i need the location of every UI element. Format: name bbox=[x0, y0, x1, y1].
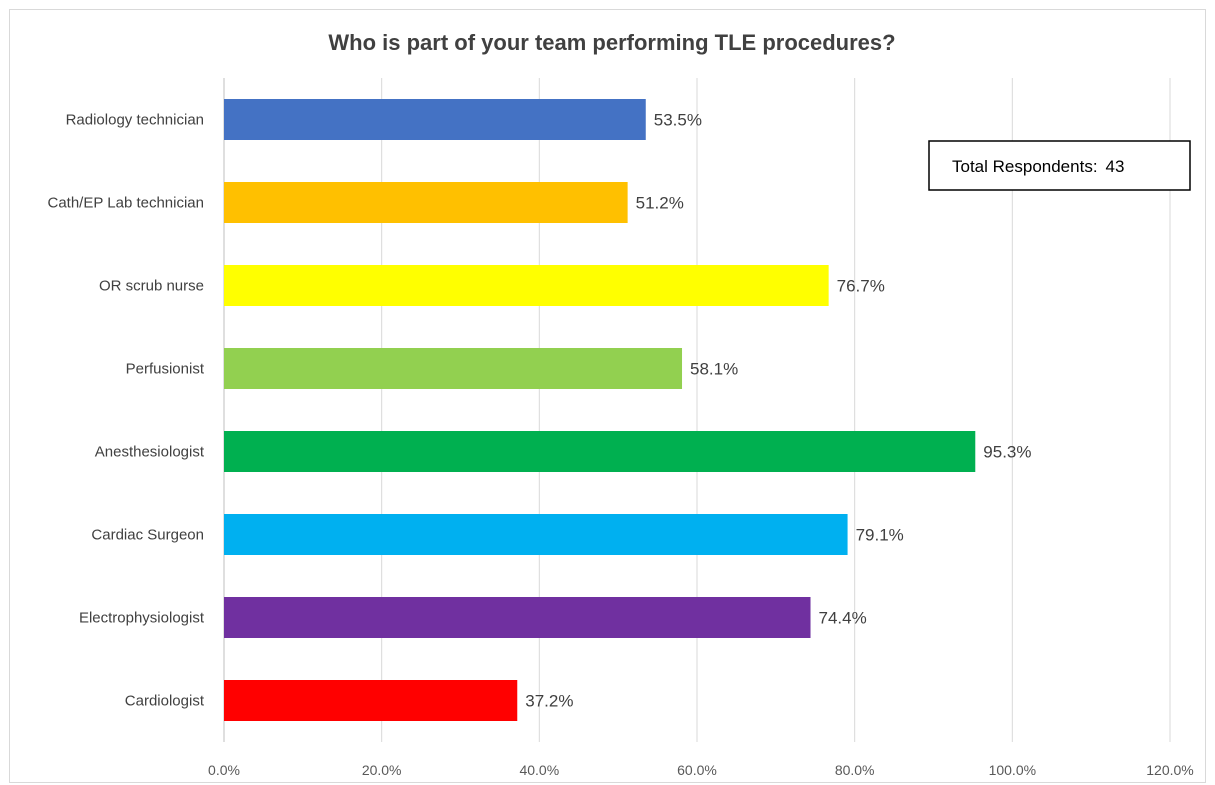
data-label: 74.4% bbox=[819, 609, 867, 628]
data-label: 37.2% bbox=[525, 692, 573, 711]
x-tick-label: 20.0% bbox=[362, 762, 402, 778]
category-label: Cath/EP Lab technician bbox=[48, 195, 205, 212]
x-tick-label: 120.0% bbox=[1146, 762, 1193, 778]
x-tick-label: 100.0% bbox=[989, 762, 1036, 778]
bar bbox=[224, 597, 811, 638]
category-label: Cardiac Surgeon bbox=[91, 527, 204, 544]
x-axis-tick-labels: 0.0% 20.0% 40.0% 60.0% 80.0% 100.0% 120.0% bbox=[208, 762, 1194, 778]
data-label: 53.5% bbox=[654, 111, 702, 130]
chart-title: Who is part of your team performing TLE … bbox=[328, 30, 895, 55]
category-label: Electrophysiologist bbox=[79, 610, 205, 627]
data-label: 76.7% bbox=[837, 277, 885, 296]
data-label: 58.1% bbox=[690, 360, 738, 379]
data-label: 79.1% bbox=[856, 526, 904, 545]
data-label: 95.3% bbox=[983, 443, 1031, 462]
bar bbox=[224, 680, 518, 721]
bar bbox=[224, 431, 976, 472]
x-tick-label: 60.0% bbox=[677, 762, 717, 778]
bar bbox=[224, 99, 646, 140]
bar bbox=[224, 182, 628, 223]
bars bbox=[224, 99, 976, 721]
x-tick-label: 0.0% bbox=[208, 762, 240, 778]
category-label: OR scrub nurse bbox=[99, 278, 204, 295]
annotation-text: Total Respondents: 43 bbox=[952, 157, 1124, 176]
x-tick-label: 80.0% bbox=[835, 762, 875, 778]
bar bbox=[224, 348, 683, 389]
bar bbox=[224, 514, 848, 555]
category-label: Radiology technician bbox=[66, 112, 204, 129]
data-label: 51.2% bbox=[636, 194, 684, 213]
annotation-box bbox=[928, 140, 1191, 191]
bar bbox=[224, 265, 829, 306]
data-labels: 53.5% 51.2% 76.7% 58.1% 95.3% 79.1% 74.4% 37.2% bbox=[525, 111, 1031, 711]
annotation-label: Total Respondents: bbox=[952, 157, 1098, 176]
category-label: Cardiologist bbox=[125, 693, 205, 710]
category-label: Anesthesiologist bbox=[95, 444, 205, 461]
category-label: Perfusionist bbox=[126, 361, 205, 378]
annotation-value: 43 bbox=[1106, 157, 1125, 176]
x-tick-label: 40.0% bbox=[519, 762, 559, 778]
category-labels: Radiology technician Cath/EP Lab technici… bbox=[48, 112, 205, 710]
total-respondents-annotation: Total Respondents: 43 bbox=[928, 140, 1191, 191]
